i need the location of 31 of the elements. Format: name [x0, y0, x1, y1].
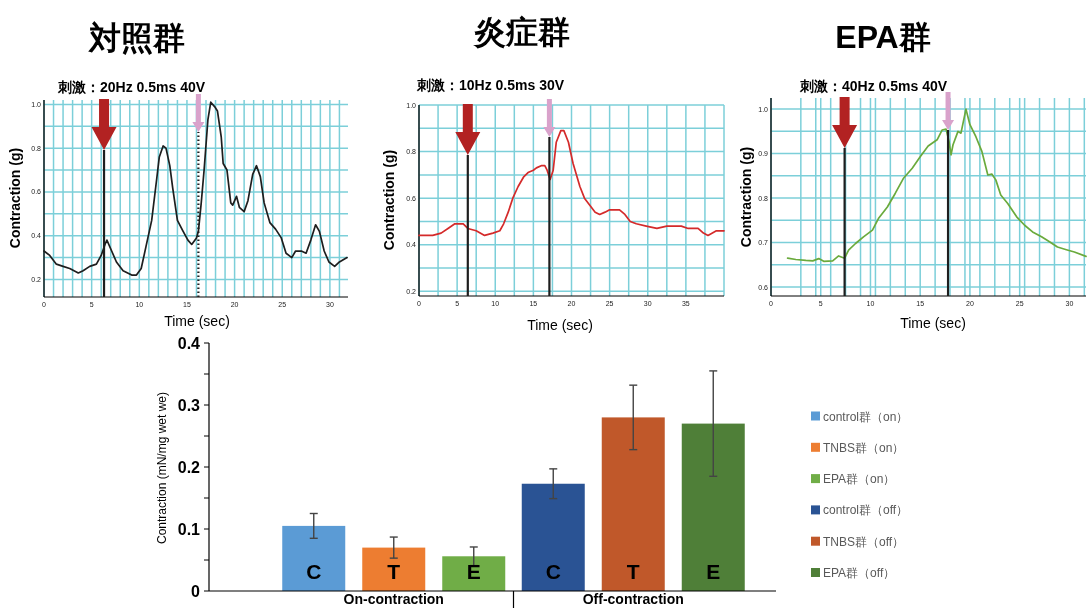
ylabel: Contraction (g)	[381, 149, 397, 251]
ylabel: Contraction (mN/mg wet we)	[155, 392, 169, 544]
ylabel: Contraction (g)	[7, 147, 23, 249]
y-tick-label: 0.3	[177, 396, 201, 414]
legend-label: TNBS群（on）	[823, 440, 905, 455]
title: EPA群	[835, 19, 931, 55]
value-label: T	[626, 560, 640, 583]
value-label: T	[387, 560, 401, 583]
legend-label: EPA群（on）	[823, 472, 896, 487]
value-label: E	[706, 560, 721, 583]
y-tick-label: 0.2	[177, 458, 201, 476]
y-tick-label: 0.4	[177, 334, 201, 352]
legend-label: control群（on）	[823, 409, 909, 424]
x-tick-label: On-contraction	[343, 591, 444, 607]
xlabel: Time (sec)	[900, 315, 966, 331]
xlabel: Time (sec)	[164, 313, 230, 329]
legend-label: control群（off）	[823, 503, 909, 518]
legend-label: EPA群（off）	[823, 566, 896, 580]
xlabel: Time (sec)	[527, 317, 593, 333]
subtitle: 刺激：10Hz 0.5ms 30V	[417, 77, 565, 93]
value-label: C	[545, 560, 561, 583]
value-label: C	[306, 560, 322, 583]
title: 対照群	[89, 20, 185, 56]
ylabel: Contraction (g)	[738, 146, 754, 248]
x-tick-label: Off-contraction	[582, 591, 684, 607]
legend-label: TNBS群（off）	[823, 534, 905, 549]
subtitle: 刺激：40Hz 0.5ms 40V	[800, 78, 948, 94]
title: 炎症群	[474, 14, 570, 50]
value-label: E	[466, 560, 481, 583]
y-tick-label: 0.1	[177, 520, 201, 538]
subtitle: 刺激：20Hz 0.5ms 40V	[58, 79, 206, 95]
